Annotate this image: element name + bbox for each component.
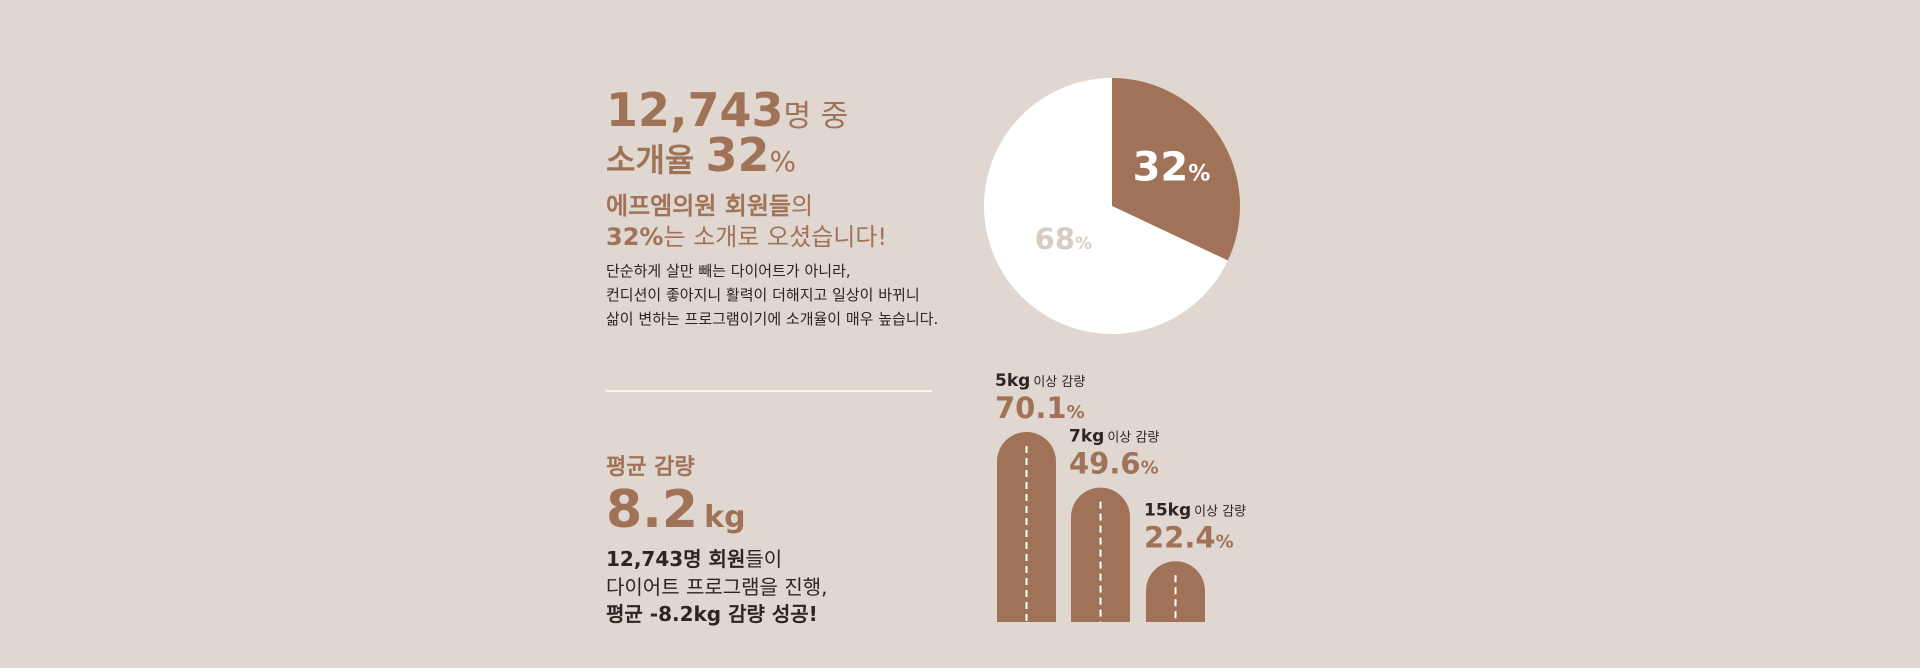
label-unit: % [1075, 234, 1092, 254]
summary-line: 12,743명 회원들이 [606, 547, 782, 571]
body-line: 컨디션이 좋아지니 활력이 더해지고 일상이 바뀌니 [606, 286, 920, 304]
summary-label: 평균 감량 [606, 455, 695, 480]
body-line: 삶이 변하는 프로그램이기에 소개율이 매우 높습니다. [606, 310, 938, 328]
label-value: 32 [1133, 144, 1189, 190]
bar-category: 5kg 이상 감량 [995, 371, 1085, 391]
value: 49.6 [1069, 447, 1141, 481]
summary-line: 평균 -8.2kg 감량 성공! [606, 602, 818, 626]
sub-rest: 의 [791, 192, 813, 220]
body-line: 단순하게 살만 빼는 다이어트가 아니라, [606, 262, 851, 280]
bar-category: 15kg 이상 감량 [1144, 500, 1246, 520]
rate: 32 [705, 128, 769, 182]
sub-rest: 는 소개로 오셨습니다! [663, 223, 887, 251]
rate-prefix: 소개율 [606, 141, 705, 179]
bar-value: 22.4% [1144, 520, 1234, 554]
count-suffix: 명 중 [784, 99, 849, 134]
summary-line: 다이어트 프로그램을 진행, [606, 575, 827, 599]
bar-category: 7kg 이상 감량 [1069, 427, 1159, 447]
pie-slice [1112, 78, 1240, 261]
sub-bold: 32% [606, 223, 663, 251]
count: 12,743 [606, 83, 784, 137]
bar [997, 432, 1056, 622]
value: 22.4 [1144, 520, 1216, 554]
category-suffix: 이상 감량 [1194, 504, 1246, 519]
category-suffix: 이상 감량 [1107, 431, 1159, 446]
unit: kg [704, 500, 745, 535]
label-unit: % [1188, 161, 1210, 186]
pie-label: 68% [1035, 222, 1092, 256]
category: 7kg [1069, 427, 1104, 447]
value: 70.1 [995, 391, 1067, 425]
line-rest: 들이 [745, 547, 782, 571]
headline-2: 소개율 32% [606, 128, 796, 182]
category: 5kg [995, 371, 1030, 391]
rate-unit: % [769, 145, 796, 178]
pie-slice [984, 78, 1228, 334]
bar-value: 70.1% [995, 391, 1085, 425]
subheadline-1: 에프엠의원 회원들의 [606, 192, 813, 220]
category-suffix: 이상 감량 [1033, 375, 1085, 390]
subheadline-2: 32%는 소개로 오셨습니다! [606, 223, 887, 251]
summary-value: 8.2 kg [606, 480, 746, 540]
label-value: 68 [1035, 222, 1075, 256]
line-bold: 12,743명 회원 [606, 547, 745, 571]
value: 8.2 [606, 480, 698, 540]
headline-1: 12,743명 중 [606, 83, 848, 137]
unit: % [1216, 531, 1234, 552]
unit: % [1067, 402, 1085, 423]
sub-bold: 에프엠의원 회원들 [606, 192, 791, 220]
category: 15kg [1144, 500, 1191, 520]
unit: % [1141, 458, 1159, 479]
bar-value: 49.6% [1069, 447, 1159, 481]
pie-label: 32% [1133, 144, 1211, 190]
